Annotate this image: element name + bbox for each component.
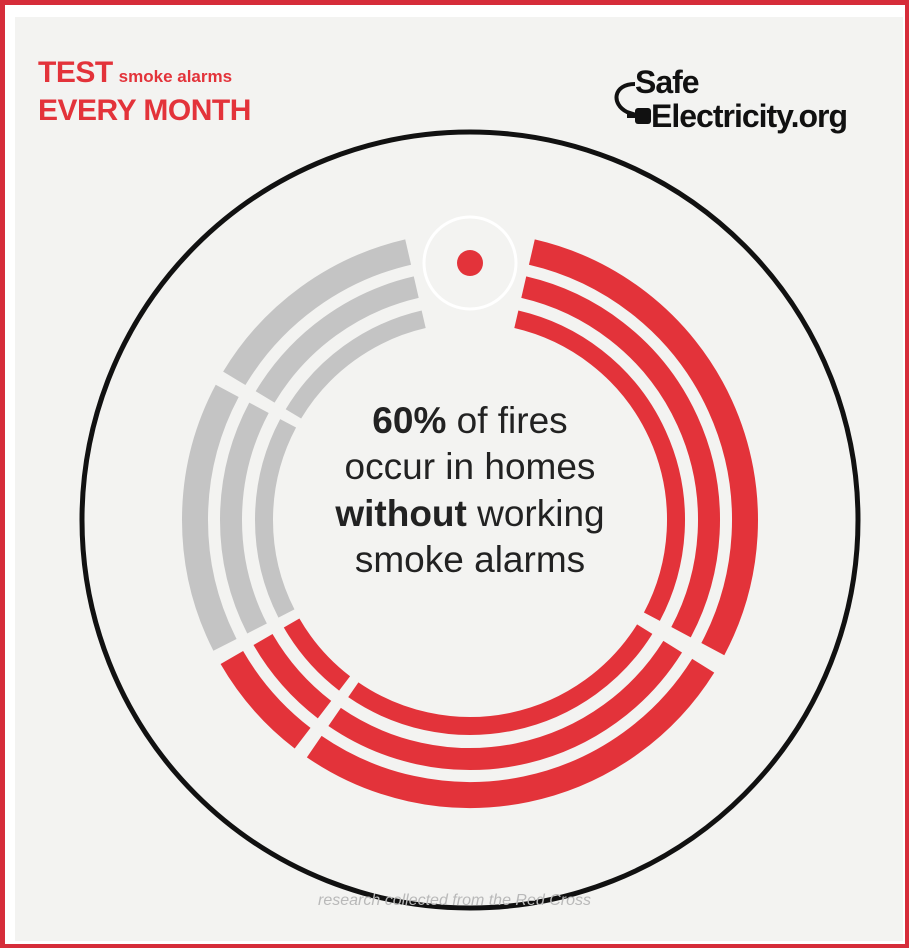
red-arc-segment	[348, 624, 653, 735]
red-arc-segment	[521, 276, 720, 638]
frame-border-top	[0, 0, 909, 5]
frame-border-bottom	[0, 944, 909, 948]
gray-arc-segment	[220, 402, 269, 634]
gray-arc-segment	[255, 276, 419, 403]
red-arc-segment	[514, 310, 685, 621]
outer-circle	[79, 129, 861, 911]
stat-line2: occur in homes	[344, 446, 596, 488]
stat-line1-rest: of fires	[446, 400, 568, 441]
headline-test: TEST	[38, 56, 113, 89]
red-arc-segment	[528, 239, 758, 656]
footer-source: research collected from the Red Cross	[318, 892, 591, 909]
indicator-light	[457, 250, 483, 276]
gray-arc-segment	[182, 384, 239, 651]
safe-electricity-logo: Safe Electricity.org	[605, 62, 905, 152]
headline: TEST smoke alarms EVERY MONTH	[38, 58, 251, 126]
stat-line3-rest: working	[466, 492, 605, 534]
logo-electricity-text: Electricity.org	[651, 98, 848, 134]
red-arc-segment	[328, 640, 683, 770]
stat-percent: 60%	[372, 400, 447, 441]
red-arc-segment	[306, 658, 715, 808]
frame-border-right	[905, 0, 909, 948]
headline-every-month: EVERY MONTH	[38, 94, 251, 127]
headline-smoke-alarms: smoke alarms	[118, 67, 233, 86]
gray-arc-segment	[223, 239, 412, 386]
red-arc-segment	[283, 618, 351, 691]
stat-without: without	[335, 492, 467, 534]
gray-arc-segment	[255, 419, 297, 618]
plug-icon	[614, 82, 651, 124]
stat-line4: smoke alarms	[354, 538, 586, 580]
red-arc-segment	[220, 650, 311, 749]
logo-safe-text: Safe	[635, 64, 700, 100]
frame-border-left	[0, 0, 5, 948]
statistic-text: 60% of fires occur in homes without work…	[300, 398, 640, 583]
red-arc-segment	[253, 633, 332, 719]
gray-arc-segment	[285, 310, 426, 419]
